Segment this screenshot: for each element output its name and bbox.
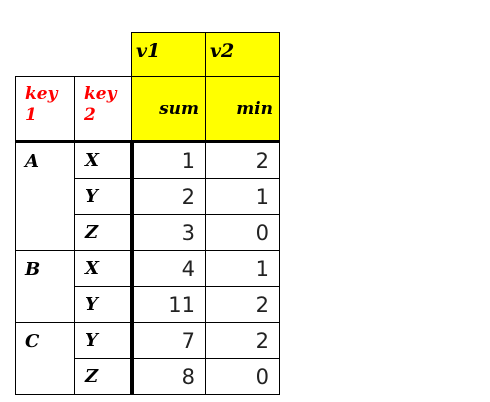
row-key2-cell: Z <box>74 214 134 251</box>
corner-blank <box>75 33 132 77</box>
sum-value-cell: 3 <box>131 214 206 251</box>
table-row: Y 11 2 <box>16 286 280 323</box>
column-header-v2: v2 <box>205 32 280 77</box>
sum-value-cell: 4 <box>131 250 206 287</box>
subheader-row: key 1 key 2 sum min <box>15 76 280 143</box>
row-key2-cell: X <box>74 141 134 179</box>
row-key1-cell: A <box>15 141 75 251</box>
column-header-v1: v1 <box>131 32 206 77</box>
value-header-row: v1 v2 <box>16 32 280 77</box>
min-value-cell: 0 <box>205 214 280 251</box>
min-value-cell: 2 <box>205 286 280 323</box>
row-key2-cell: Y <box>74 322 134 359</box>
sum-value-cell: 1 <box>131 141 206 179</box>
index-header-key2: key 2 <box>74 76 132 143</box>
row-key2-cell: Y <box>74 178 134 215</box>
min-value-cell: 2 <box>205 322 280 359</box>
sum-value-cell: 2 <box>131 178 206 215</box>
sum-value-cell: 11 <box>131 286 206 323</box>
agg-header-min: min <box>205 76 280 143</box>
row-key2-cell: Y <box>74 286 134 323</box>
sum-value-cell: 8 <box>131 358 206 395</box>
min-value-cell: 2 <box>205 141 280 179</box>
min-value-cell: 1 <box>205 250 280 287</box>
row-key2-cell: Z <box>74 358 134 395</box>
sum-value-cell: 7 <box>131 322 206 359</box>
agg-header-sum: sum <box>131 76 206 143</box>
row-key1-cell: C <box>15 322 75 395</box>
corner-blank <box>16 33 75 77</box>
min-value-cell: 1 <box>205 178 280 215</box>
min-value-cell: 0 <box>205 358 280 395</box>
row-key2-cell: X <box>74 250 134 287</box>
index-header-key1: key 1 <box>15 76 75 143</box>
row-key1-cell: B <box>15 250 75 323</box>
